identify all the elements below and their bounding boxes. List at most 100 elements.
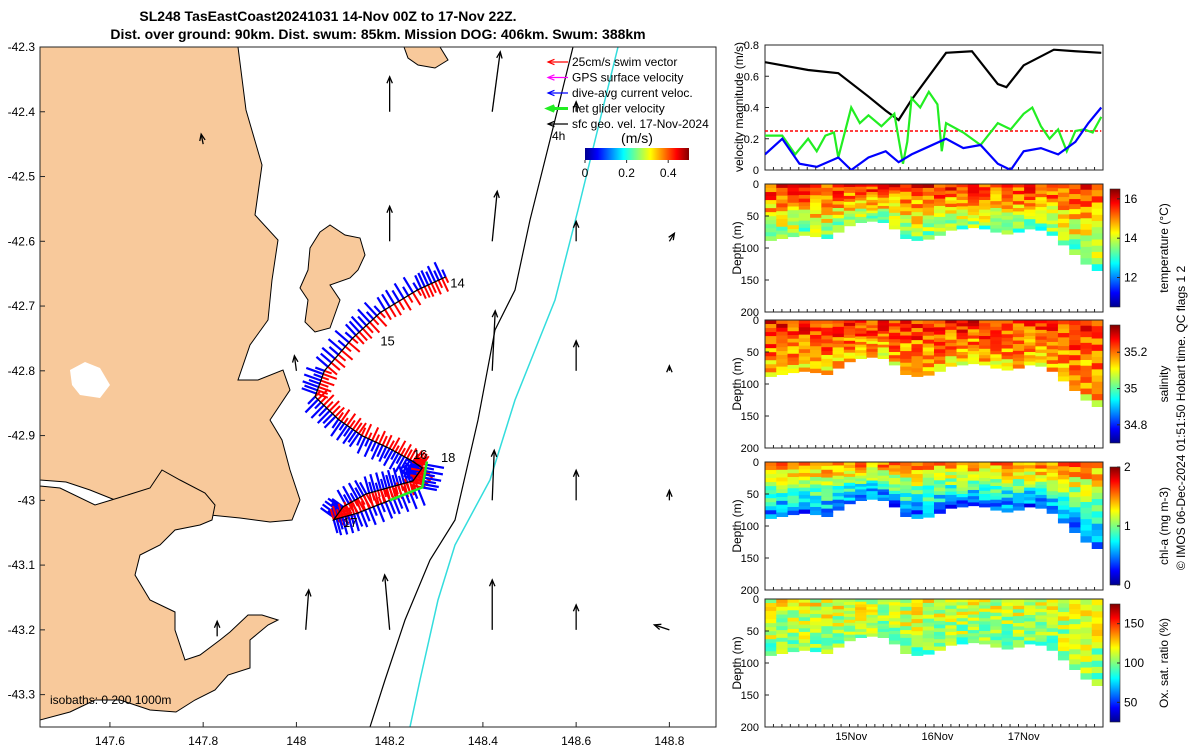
section-cell xyxy=(866,606,879,611)
section-cell xyxy=(765,647,777,652)
section-cell xyxy=(821,351,834,356)
section-cell xyxy=(911,482,924,487)
section-cell xyxy=(956,631,969,635)
section-cell xyxy=(911,615,924,620)
section-cell xyxy=(798,363,811,369)
section-cell xyxy=(1035,184,1048,188)
dive-avg-vector xyxy=(417,488,426,506)
section-cell xyxy=(1080,342,1093,350)
dive-avg-vector xyxy=(314,366,325,372)
section-cell xyxy=(1001,609,1014,614)
section-cell xyxy=(765,348,777,353)
section-cell xyxy=(765,482,777,487)
section-cell xyxy=(1035,359,1048,364)
section-cell xyxy=(888,336,901,340)
dive-avg-vector xyxy=(381,293,391,308)
swim-vector xyxy=(393,303,402,316)
dive-avg-vector xyxy=(356,436,367,454)
section-cell xyxy=(821,199,834,205)
section-cell xyxy=(877,339,890,343)
section-cell xyxy=(934,213,946,218)
dive-avg-vector xyxy=(356,435,363,446)
geo-vector xyxy=(213,619,221,637)
dive-avg-vector xyxy=(402,276,414,294)
section-cell xyxy=(945,339,958,344)
section-cell xyxy=(832,340,845,345)
section-cell xyxy=(810,625,822,630)
section-cell xyxy=(866,322,879,326)
section-cell xyxy=(821,469,834,475)
section-cell xyxy=(832,364,845,369)
section-cell xyxy=(945,612,958,617)
section-cell xyxy=(945,336,958,341)
section-cell xyxy=(877,631,890,636)
section-cell xyxy=(967,496,980,500)
section-cell xyxy=(922,618,935,624)
section-cell xyxy=(787,342,800,347)
section-cell xyxy=(832,479,845,484)
section-cell xyxy=(1012,350,1025,355)
section-cell xyxy=(990,187,1003,192)
section-cell xyxy=(821,335,834,341)
section-cell xyxy=(810,338,822,344)
section-cell xyxy=(990,330,1003,335)
section-y-tick-label: 50 xyxy=(747,489,759,501)
section-cell xyxy=(888,222,901,227)
map-colorbar-tick-label: 0.4 xyxy=(660,166,677,180)
section-cell xyxy=(1069,609,1082,615)
section-cell xyxy=(1001,187,1014,192)
swim-vector xyxy=(320,396,327,404)
section-cell xyxy=(1024,631,1036,635)
section-colorbar-label: Ox. sat. ratio (%) xyxy=(1157,618,1171,708)
swim-vector xyxy=(382,488,388,498)
section-cell xyxy=(888,471,901,476)
section-cell xyxy=(832,194,845,199)
section-cell xyxy=(1024,618,1036,622)
section-cell xyxy=(810,488,822,493)
section-cell xyxy=(810,465,822,471)
section-cell xyxy=(855,599,867,603)
section-cell xyxy=(1057,363,1070,369)
section-cell xyxy=(979,206,991,211)
section-cell xyxy=(888,484,901,489)
section-cell xyxy=(888,605,901,610)
section-cell xyxy=(900,211,913,216)
section-cell xyxy=(810,331,822,336)
section-cell xyxy=(1046,602,1059,607)
section-y-tick-label: 200 xyxy=(741,443,759,455)
section-cell xyxy=(990,629,1003,634)
geo-vector-shaft xyxy=(491,51,501,112)
section-cell xyxy=(922,235,935,240)
section-cell xyxy=(798,209,811,214)
section-cell xyxy=(821,218,834,224)
section-cell xyxy=(787,198,800,204)
section-cell xyxy=(990,320,1003,325)
section-cell xyxy=(832,616,845,621)
section-cell xyxy=(843,607,856,612)
land-peninsula xyxy=(40,469,280,721)
section-cell xyxy=(967,486,980,491)
section-cell xyxy=(990,364,1003,369)
section-cell xyxy=(1012,357,1025,362)
section-cell xyxy=(1091,666,1103,674)
section-cell xyxy=(1080,184,1093,191)
section-cell xyxy=(832,320,845,325)
geo-vector-head xyxy=(572,219,580,228)
section-cell xyxy=(934,620,946,626)
section-cell xyxy=(1035,320,1048,324)
dive-avg-vector xyxy=(409,491,418,510)
section-cell xyxy=(1001,184,1014,189)
dive-avg-vector xyxy=(360,511,369,528)
dive-avg-vector xyxy=(384,501,394,519)
section-cell xyxy=(821,610,834,616)
section-cell xyxy=(877,478,890,482)
section-cell xyxy=(765,623,777,628)
section-cell xyxy=(967,471,980,476)
section-cell xyxy=(956,339,969,343)
map-x-tick-label: 147.6 xyxy=(95,734,125,748)
section-cell xyxy=(877,219,890,223)
section-cell xyxy=(1012,609,1025,614)
section-cell xyxy=(1046,341,1059,347)
swim-vector xyxy=(324,369,332,375)
section-cell xyxy=(1057,607,1070,613)
